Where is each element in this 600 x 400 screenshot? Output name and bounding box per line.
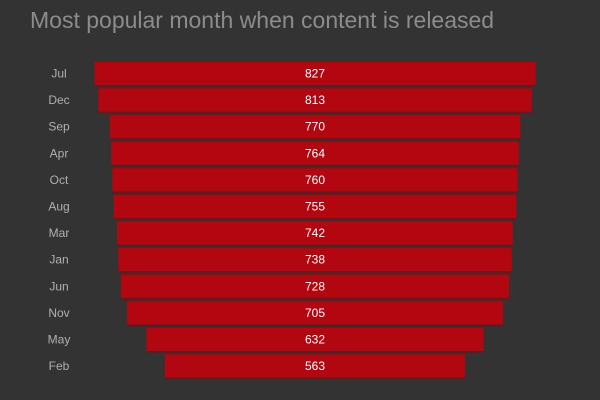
bar-dec [98, 88, 532, 112]
category-label-mar: Mar [49, 226, 70, 240]
value-label-dec: 813 [305, 93, 325, 107]
value-label-aug: 755 [305, 200, 325, 214]
bar-apr [111, 141, 519, 165]
value-label-oct: 760 [305, 173, 325, 187]
category-label-feb: Feb [49, 359, 70, 373]
value-label-jun: 728 [305, 279, 325, 293]
bar-oct [112, 168, 518, 192]
value-label-feb: 563 [305, 359, 325, 373]
category-label-sep: Sep [48, 120, 70, 134]
category-label-oct: Oct [50, 173, 69, 187]
category-label-nov: Nov [48, 306, 69, 320]
value-label-jan: 738 [305, 253, 325, 267]
category-label-apr: Apr [50, 146, 69, 160]
category-label-dec: Dec [48, 93, 69, 107]
category-label-aug: Aug [48, 200, 69, 214]
bar-feb [164, 354, 466, 378]
value-label-mar: 742 [305, 226, 325, 240]
bar-aug [113, 195, 517, 218]
value-label-may: 632 [305, 333, 325, 347]
category-label-jan: Jan [49, 253, 68, 267]
category-label-jul: Jul [51, 67, 66, 81]
bar-jan [118, 248, 512, 272]
chart-title: Most popular month when content is relea… [30, 7, 495, 33]
category-label-may: May [48, 333, 71, 347]
bar-jul [94, 62, 536, 85]
value-label-apr: 764 [305, 146, 325, 160]
bar-sep [109, 115, 521, 139]
bar-jun [120, 274, 510, 298]
value-label-sep: 770 [305, 120, 325, 134]
bar-may [146, 328, 484, 351]
value-label-nov: 705 [305, 306, 325, 320]
bar-mar [117, 221, 513, 245]
bar-nov [127, 301, 503, 325]
value-label-jul: 827 [305, 67, 325, 81]
category-label-jun: Jun [49, 279, 68, 293]
